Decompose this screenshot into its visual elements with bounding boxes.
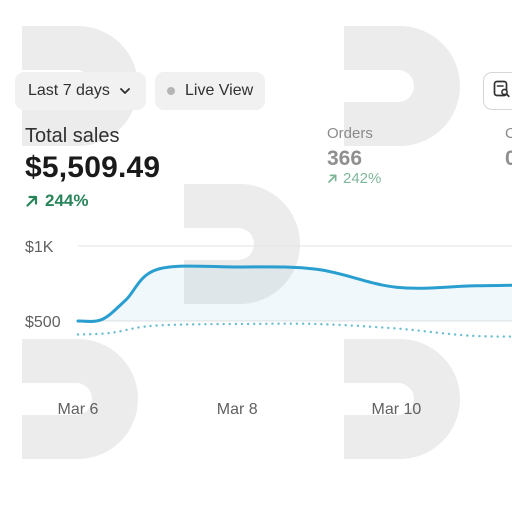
status-dot-icon xyxy=(167,87,175,95)
logo-watermark xyxy=(340,335,468,463)
next-metric-value: 0 xyxy=(505,147,512,170)
next-metric-label: C xyxy=(505,125,512,142)
date-range-button[interactable]: Last 7 days xyxy=(15,72,146,110)
chevron-down-icon xyxy=(118,84,132,98)
y-tick-label: $500 xyxy=(25,314,61,331)
total-sales-value: $5,509.49 xyxy=(25,151,161,184)
x-tick-label: Mar 10 xyxy=(372,401,422,418)
total-sales-label: Total sales xyxy=(25,125,120,147)
search-document-icon xyxy=(492,79,512,104)
x-tick-label: Mar 6 xyxy=(58,401,99,418)
search-document-button[interactable] xyxy=(483,72,512,110)
orders-change-value: 242% xyxy=(343,170,382,187)
orders-change: 242% xyxy=(327,170,381,187)
logo-watermark xyxy=(180,180,308,308)
live-view-button[interactable]: Live View xyxy=(155,72,265,110)
toolbar: Last 7 days Live View xyxy=(0,0,512,120)
total-sales-change-value: 244% xyxy=(45,191,89,210)
logo-watermark xyxy=(18,335,146,463)
orders-label: Orders xyxy=(327,125,373,142)
arrow-up-right-icon xyxy=(26,195,38,207)
comparison-series-line xyxy=(76,322,512,338)
logo-watermark xyxy=(340,22,468,150)
sales-series-line xyxy=(76,264,512,323)
orders-value: 366 xyxy=(327,147,363,170)
sales-area-fill xyxy=(78,266,512,322)
x-tick-label: Mar 8 xyxy=(217,401,258,418)
total-sales-change: 244% xyxy=(25,191,88,211)
date-range-label: Last 7 days xyxy=(28,82,110,99)
live-view-label: Live View xyxy=(185,82,254,99)
y-tick-label: $1K xyxy=(25,239,54,256)
logo-watermark xyxy=(18,22,146,150)
arrow-up-right-icon xyxy=(328,174,337,183)
